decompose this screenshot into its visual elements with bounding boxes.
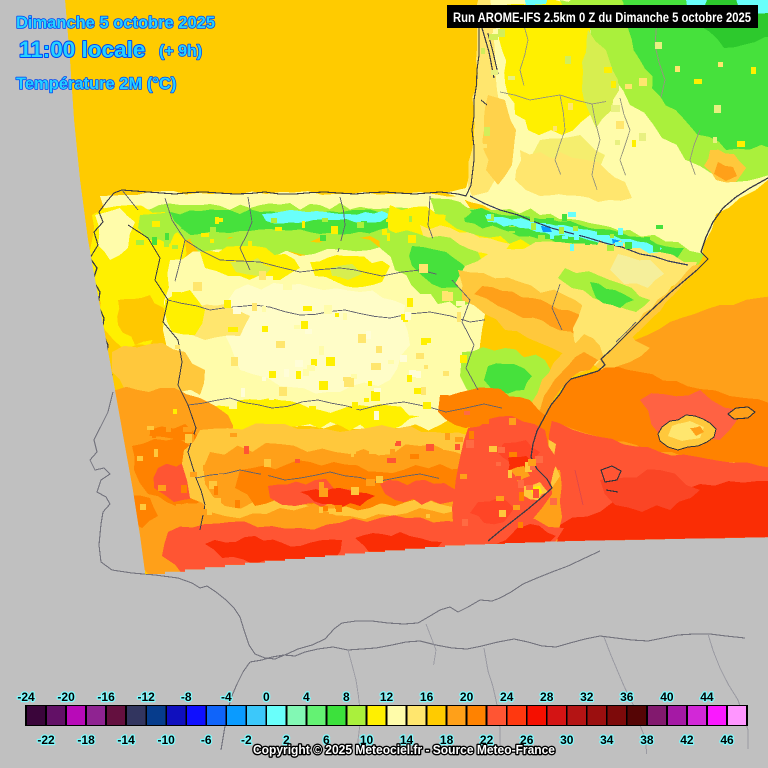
svg-text:-4: -4 xyxy=(221,690,232,704)
svg-text:-8: -8 xyxy=(181,690,192,704)
svg-text:32: 32 xyxy=(580,690,594,704)
svg-text:-16: -16 xyxy=(97,690,115,704)
svg-text:14: 14 xyxy=(400,733,414,747)
svg-text:12: 12 xyxy=(380,690,394,704)
svg-text:Copyright © 2025 Meteociel.fr: Copyright © 2025 Meteociel.fr - Source M… xyxy=(253,743,555,757)
svg-text:16: 16 xyxy=(420,690,434,704)
svg-text:-6: -6 xyxy=(201,733,212,747)
svg-text:38: 38 xyxy=(640,733,654,747)
svg-text:Température 2M (°C): Température 2M (°C) xyxy=(16,75,176,93)
svg-text:6: 6 xyxy=(323,733,330,747)
svg-text:20: 20 xyxy=(460,690,474,704)
svg-text:24: 24 xyxy=(500,690,514,704)
svg-text:-22: -22 xyxy=(37,733,55,747)
svg-text:36: 36 xyxy=(620,690,634,704)
svg-text:30: 30 xyxy=(560,733,574,747)
svg-text:-10: -10 xyxy=(158,733,176,747)
svg-text:(+ 9h): (+ 9h) xyxy=(159,43,202,60)
svg-text:11:00 locale: 11:00 locale xyxy=(19,37,145,62)
svg-text:0: 0 xyxy=(263,690,270,704)
svg-text:-2: -2 xyxy=(241,733,252,747)
svg-text:10: 10 xyxy=(360,733,374,747)
svg-text:44: 44 xyxy=(700,690,714,704)
svg-text:-14: -14 xyxy=(117,733,135,747)
svg-text:26: 26 xyxy=(520,733,534,747)
svg-text:42: 42 xyxy=(680,733,694,747)
svg-text:46: 46 xyxy=(720,733,734,747)
svg-text:4: 4 xyxy=(303,690,310,704)
svg-text:Dimanche 5 octobre 2025: Dimanche 5 octobre 2025 xyxy=(16,14,215,32)
svg-text:22: 22 xyxy=(480,733,494,747)
svg-text:34: 34 xyxy=(600,733,614,747)
svg-text:18: 18 xyxy=(440,733,454,747)
svg-text:Run AROME-IFS 2.5km 0 Z du Dim: Run AROME-IFS 2.5km 0 Z du Dimanche 5 oc… xyxy=(453,10,751,25)
svg-text:28: 28 xyxy=(540,690,554,704)
svg-text:-12: -12 xyxy=(138,690,156,704)
svg-text:-20: -20 xyxy=(57,690,75,704)
svg-text:-24: -24 xyxy=(17,690,35,704)
svg-text:8: 8 xyxy=(343,690,350,704)
svg-text:2: 2 xyxy=(283,733,290,747)
svg-text:40: 40 xyxy=(660,690,674,704)
svg-text:-18: -18 xyxy=(77,733,95,747)
